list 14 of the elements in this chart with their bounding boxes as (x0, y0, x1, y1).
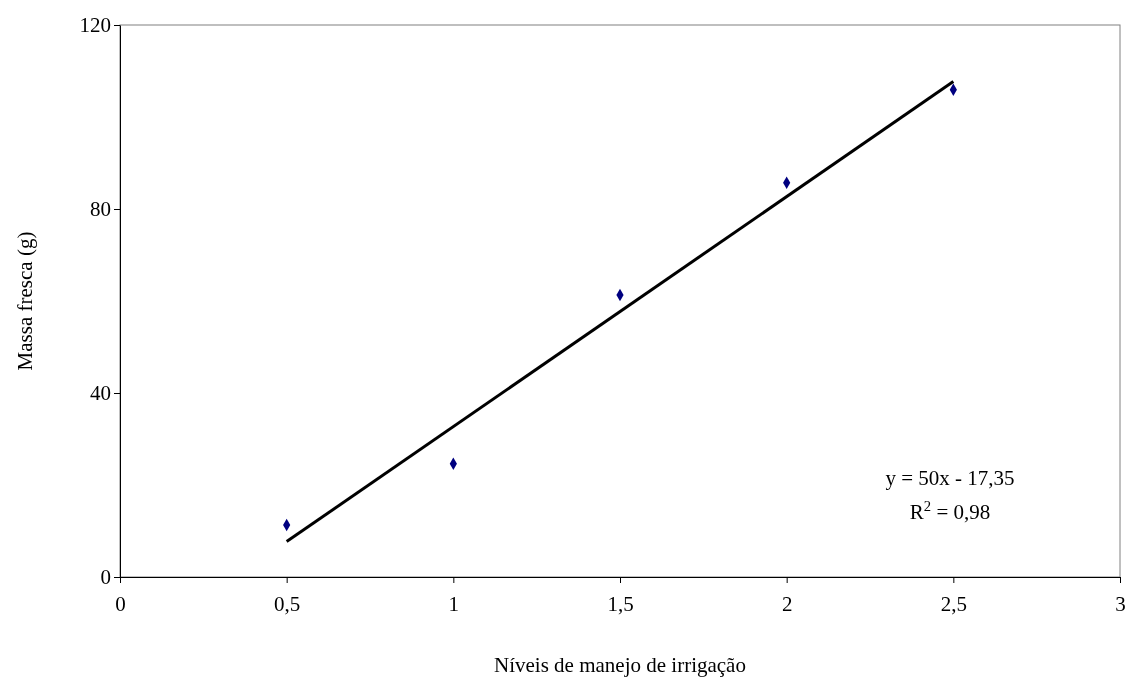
x-tick-label: 3 (1115, 592, 1126, 617)
annotation: y = 50x - 17,35 (885, 466, 1015, 490)
y-axis-title: Massa fresca (g) (13, 231, 37, 371)
x-tick-label: 1,5 (607, 592, 634, 617)
annotation: R$^{2}$ = 0,98 (909, 498, 991, 524)
x-tick-label: 2 (781, 592, 793, 617)
x-tick-label: 0,5 (274, 592, 301, 617)
x-tick-label: 1 (448, 592, 460, 617)
y-tick-label: 40 (90, 381, 111, 406)
y-tick-label: 120 (79, 13, 111, 38)
x-tick-label: 2,5 (940, 592, 967, 617)
y-tick-label: 0 (100, 565, 111, 590)
y-tick-label: 80 (90, 197, 111, 222)
x-axis-title: Níveis de manejo de irrigação (494, 653, 746, 677)
